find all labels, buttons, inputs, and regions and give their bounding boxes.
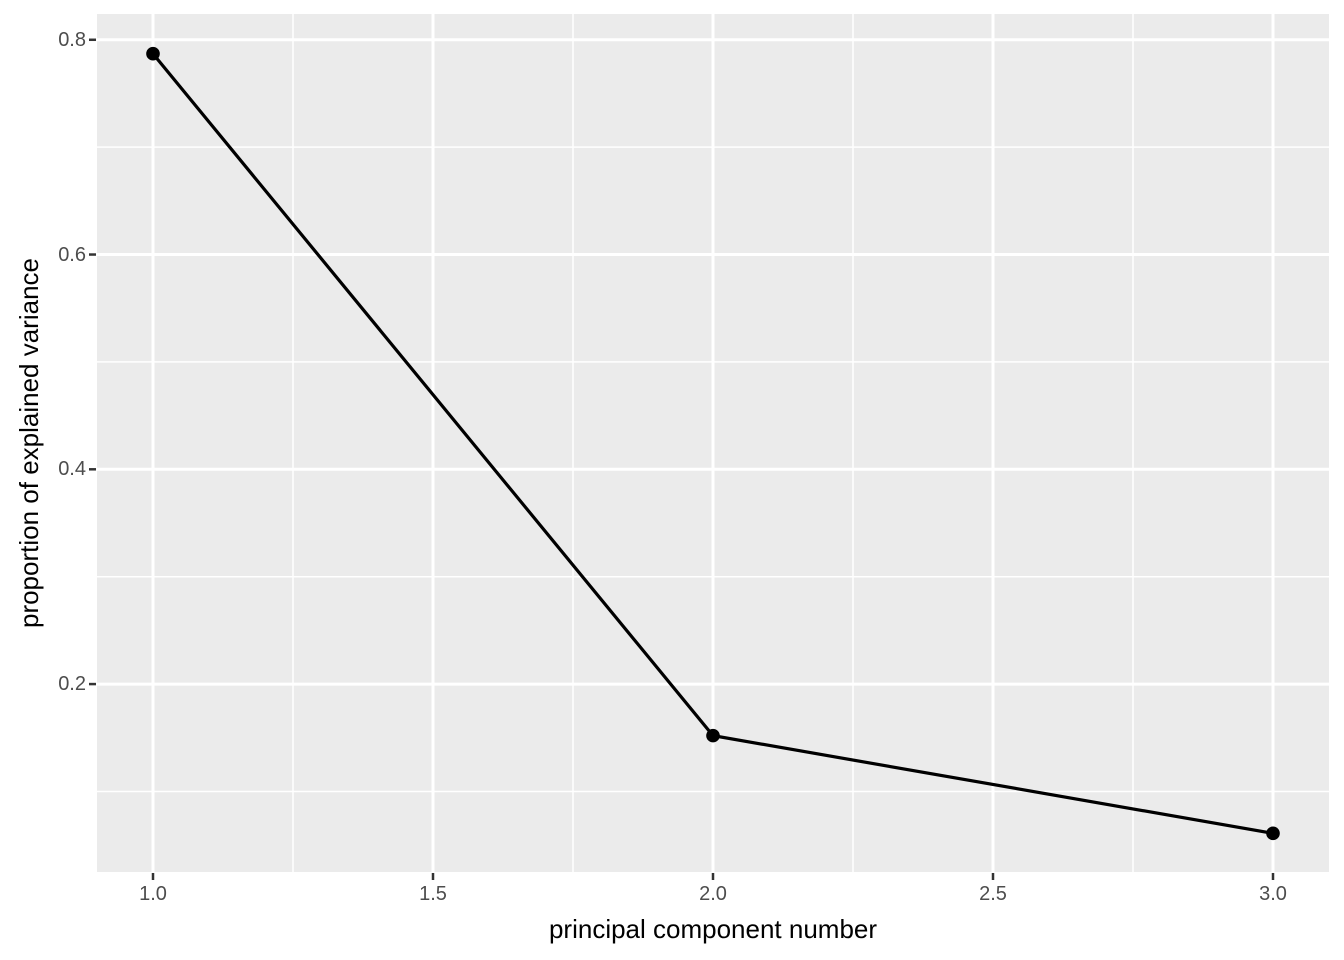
y-axis-tick-label: 0.2	[58, 673, 86, 696]
x-axis-tick-label: 1.5	[419, 883, 447, 905]
x-axis-tick-label: 2.0	[699, 883, 727, 905]
x-axis-title: principal component number	[548, 914, 878, 944]
data-point	[1266, 826, 1280, 841]
y-axis-title: proportion of explained variance	[14, 257, 44, 629]
data-point	[706, 728, 720, 743]
x-axis-tick-label: 2.5	[979, 883, 1007, 905]
y-axis-tick-label: 0.8	[58, 28, 86, 51]
y-axis-tick-label: 0.4	[58, 458, 86, 481]
x-axis-tick-label: 1.0	[139, 883, 167, 905]
x-axis-tick-label: 3.0	[1259, 883, 1287, 905]
data-point	[146, 46, 160, 61]
y-axis-tick-label: 0.6	[58, 243, 86, 266]
